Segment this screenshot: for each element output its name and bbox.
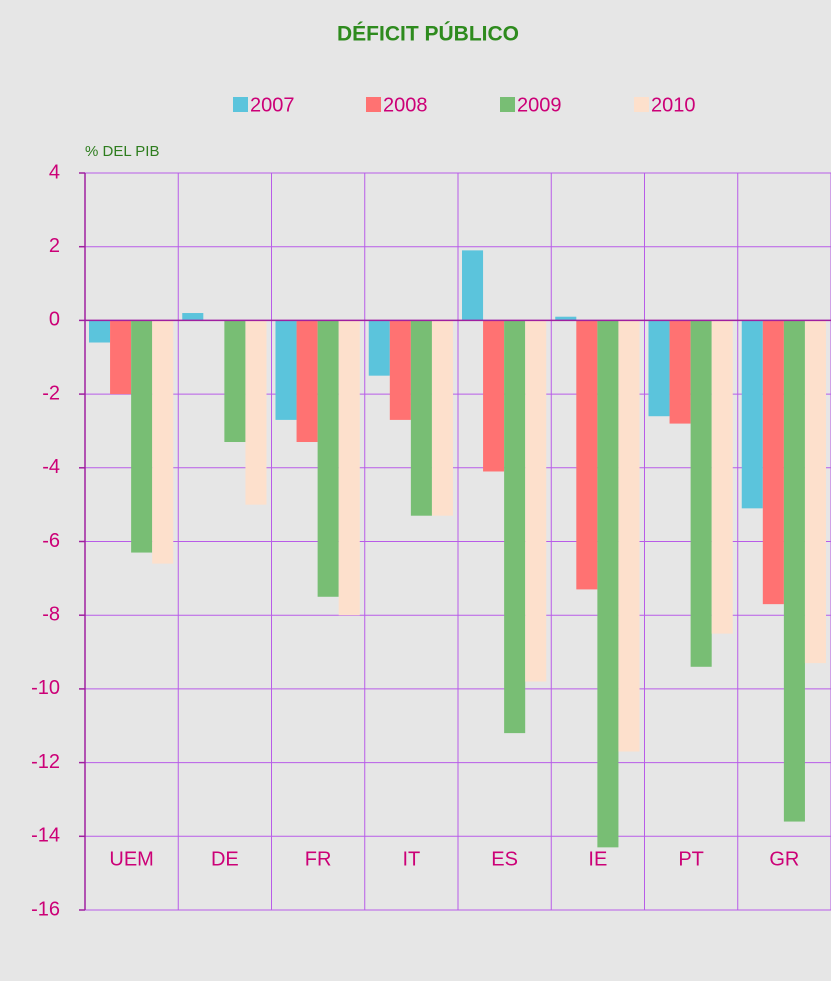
x-tick-label: GR [769, 848, 799, 870]
x-tick-label: IE [588, 848, 607, 870]
bar [690, 320, 712, 667]
legend-swatch [366, 97, 381, 112]
x-tick-label: FR [305, 848, 332, 870]
bar [182, 313, 204, 321]
bar [576, 320, 598, 590]
bar [648, 320, 670, 417]
x-tick-label: PT [678, 848, 704, 870]
legend-label: 2008 [383, 94, 428, 116]
y-tick-label: -2 [42, 382, 60, 404]
bar [762, 320, 784, 605]
bar [338, 320, 360, 616]
legend-swatch [634, 97, 649, 112]
bar [618, 320, 640, 752]
y-tick-label: 4 [49, 161, 60, 183]
bar [555, 316, 577, 321]
bar [152, 320, 174, 564]
y-tick-label: -6 [42, 530, 60, 552]
y-tick-label: -4 [42, 456, 60, 478]
legend-swatch [500, 97, 515, 112]
bar [110, 320, 132, 395]
bar [389, 320, 411, 420]
bar [483, 320, 505, 472]
bar [224, 320, 246, 443]
bar [741, 320, 763, 509]
bar [89, 320, 111, 343]
bar [804, 320, 826, 664]
bar [317, 320, 339, 597]
bar [669, 320, 691, 424]
y-tick-label: -14 [31, 825, 60, 847]
bar [431, 320, 453, 516]
bar [296, 320, 318, 443]
legend-swatch [233, 97, 248, 112]
bar [368, 320, 390, 376]
bar [783, 320, 805, 822]
y-tick-label: 0 [49, 309, 60, 331]
bar [410, 320, 432, 516]
bar [504, 320, 526, 734]
bar [131, 320, 153, 553]
y-tick-label: 2 [49, 235, 60, 257]
bar [275, 320, 297, 420]
legend-label: 2007 [250, 94, 295, 116]
legend-label: 2009 [517, 94, 562, 116]
bar [462, 250, 484, 321]
y-axis-label: % DEL PIB [85, 143, 159, 160]
legend-label: 2010 [651, 94, 696, 116]
y-tick-label: -8 [42, 603, 60, 625]
bar [597, 320, 619, 848]
bar [525, 320, 547, 682]
x-tick-label: UEM [109, 848, 153, 870]
y-tick-label: -16 [31, 898, 60, 920]
chart-title: DÉFICIT PÚBLICO [337, 22, 519, 46]
x-tick-label: DE [211, 848, 239, 870]
x-tick-label: IT [402, 848, 420, 870]
x-tick-label: ES [491, 848, 518, 870]
bar [245, 320, 267, 505]
y-tick-label: -10 [31, 677, 60, 699]
bar [711, 320, 733, 634]
y-tick-label: -12 [31, 751, 60, 773]
